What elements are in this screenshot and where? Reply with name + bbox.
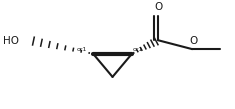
Text: O: O: [189, 36, 197, 46]
Text: O: O: [155, 3, 163, 12]
Text: or1: or1: [133, 47, 143, 52]
Text: HO: HO: [3, 36, 19, 46]
Text: or1: or1: [77, 47, 87, 52]
